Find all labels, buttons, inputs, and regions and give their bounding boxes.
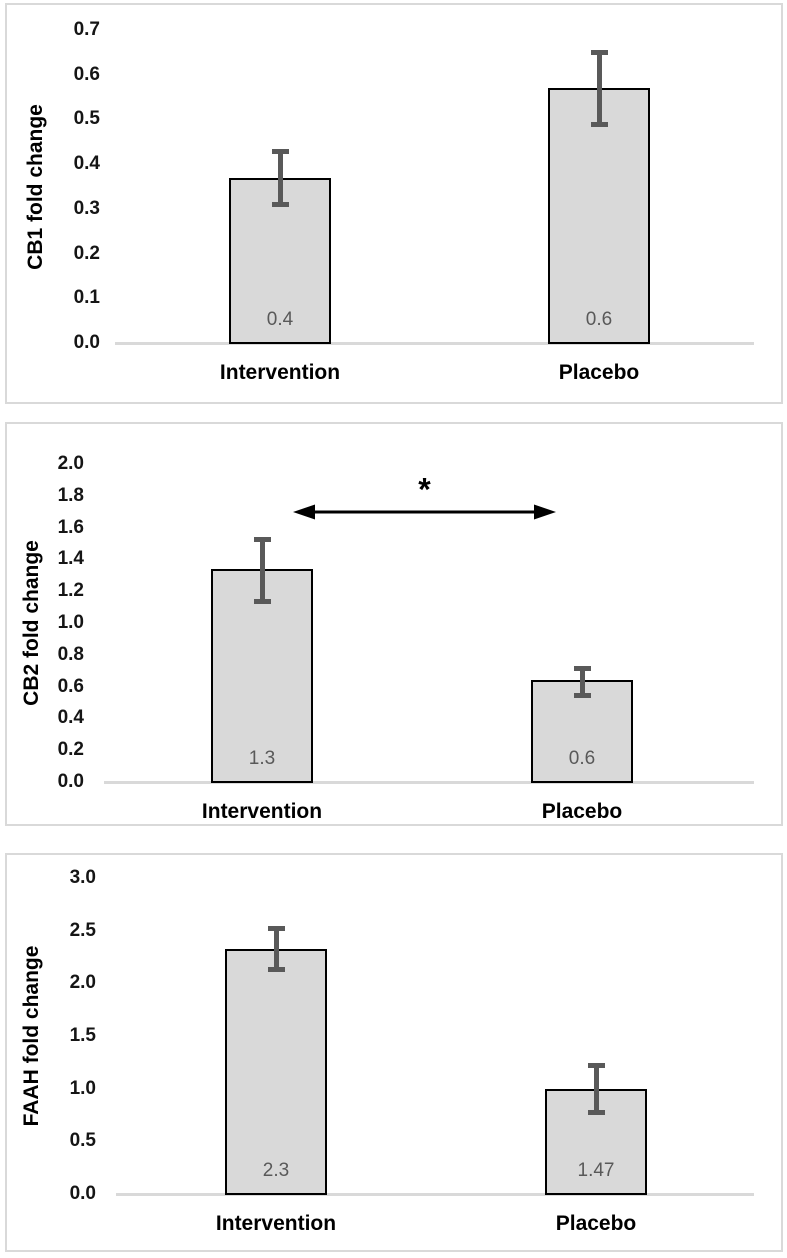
category-label-intervention: Intervention — [215, 1212, 337, 1235]
y-tick-label: 1.8 — [57, 484, 84, 506]
bar-value-label: 0.4 — [266, 309, 294, 330]
y-tick-label: 1.0 — [57, 612, 84, 633]
y-tick-label: 1.5 — [69, 1025, 96, 1046]
bar-value-label: 0.6 — [585, 309, 613, 330]
y-tick-label: 0.6 — [73, 63, 100, 85]
error-bar-cap-top — [591, 50, 608, 56]
x-axis-line — [115, 342, 754, 345]
error-bar-line — [260, 538, 265, 601]
y-tick-label: 0.8 — [57, 643, 84, 665]
error-bar-cap-bottom — [574, 692, 591, 698]
x-axis-line — [116, 1193, 754, 1196]
y-tick-label: 0.4 — [73, 153, 100, 175]
error-bar-cap-top — [254, 536, 271, 542]
x-axis-line — [104, 781, 754, 784]
category-label-intervention: Intervention — [219, 361, 341, 384]
error-bar-cap-bottom — [588, 1109, 605, 1115]
bar-value-label: 1.47 — [577, 1160, 615, 1181]
y-tick-label: 0.2 — [73, 242, 100, 264]
error-bar-cap-bottom — [254, 598, 271, 604]
y-tick-label: 1.0 — [69, 1077, 96, 1099]
error-bar-cap-top — [588, 1063, 605, 1069]
y-tick-label: 1.4 — [57, 548, 84, 570]
significance-asterisk: * — [418, 471, 431, 508]
y-tick-label: 0.5 — [73, 108, 100, 130]
category-label-placebo: Placebo — [541, 800, 623, 823]
error-bar-line — [597, 52, 602, 124]
error-bar-cap-top — [574, 665, 591, 671]
chart-panel-cb1: CB1 fold change 0.0 0.1 0.2 0.3 0.4 0.5 0.6 0.7 0… — [5, 3, 783, 404]
y-tick-label: 0.4 — [57, 707, 84, 729]
y-tick-label: 0.2 — [57, 739, 84, 761]
y-tick-label: 0.7 — [73, 19, 100, 40]
bar-value-label: 0.6 — [568, 748, 596, 769]
bar-placebo — [531, 680, 633, 783]
bar-value-label: 2.3 — [262, 1160, 290, 1181]
y-tick-label: 0.0 — [57, 771, 84, 792]
category-label-placebo: Placebo — [558, 361, 640, 384]
error-bar-line — [580, 667, 585, 695]
y-tick-label: 0.0 — [73, 332, 100, 353]
error-bar-cap-bottom — [272, 202, 289, 208]
error-bar-cap-top — [272, 148, 289, 154]
error-bar-line — [594, 1065, 599, 1112]
y-tick-label: 2.5 — [69, 919, 96, 941]
category-label-placebo: Placebo — [555, 1212, 637, 1235]
y-tick-label: 2.0 — [57, 453, 84, 474]
chart-panel-cb2: CB2 fold change 0.0 0.2 0.4 0.6 0.8 1.0 1.2 1.4 1… — [5, 422, 783, 826]
chart-panel-faah: FAAH fold change 0.0 0.5 1.0 1.5 2.0 2.5 3.0 2.3… — [5, 853, 783, 1252]
significance-arrow — [293, 504, 556, 520]
y-tick-label: 2.0 — [69, 972, 96, 994]
bar-value-label: 1.3 — [248, 748, 276, 769]
y-tick-label: 0.5 — [69, 1130, 96, 1152]
error-bar-line — [274, 927, 279, 969]
bar-intervention — [211, 568, 313, 783]
y-tick-label: 0.6 — [57, 675, 84, 697]
error-bar-cap-top — [268, 925, 285, 931]
y-tick-label: 0.0 — [69, 1183, 96, 1204]
error-bar-line — [278, 150, 283, 205]
bar-placebo — [548, 88, 650, 344]
y-tick-label: 1.2 — [57, 580, 84, 602]
error-bar-cap-bottom — [591, 121, 608, 127]
category-label-intervention: Intervention — [201, 800, 323, 823]
y-tick-label: 0.1 — [73, 287, 100, 309]
bar-intervention — [225, 948, 327, 1195]
y-tick-label: 1.6 — [57, 516, 84, 538]
y-tick-label: 0.3 — [73, 197, 100, 219]
error-bar-cap-bottom — [268, 966, 285, 972]
y-tick-label: 3.0 — [69, 867, 96, 888]
